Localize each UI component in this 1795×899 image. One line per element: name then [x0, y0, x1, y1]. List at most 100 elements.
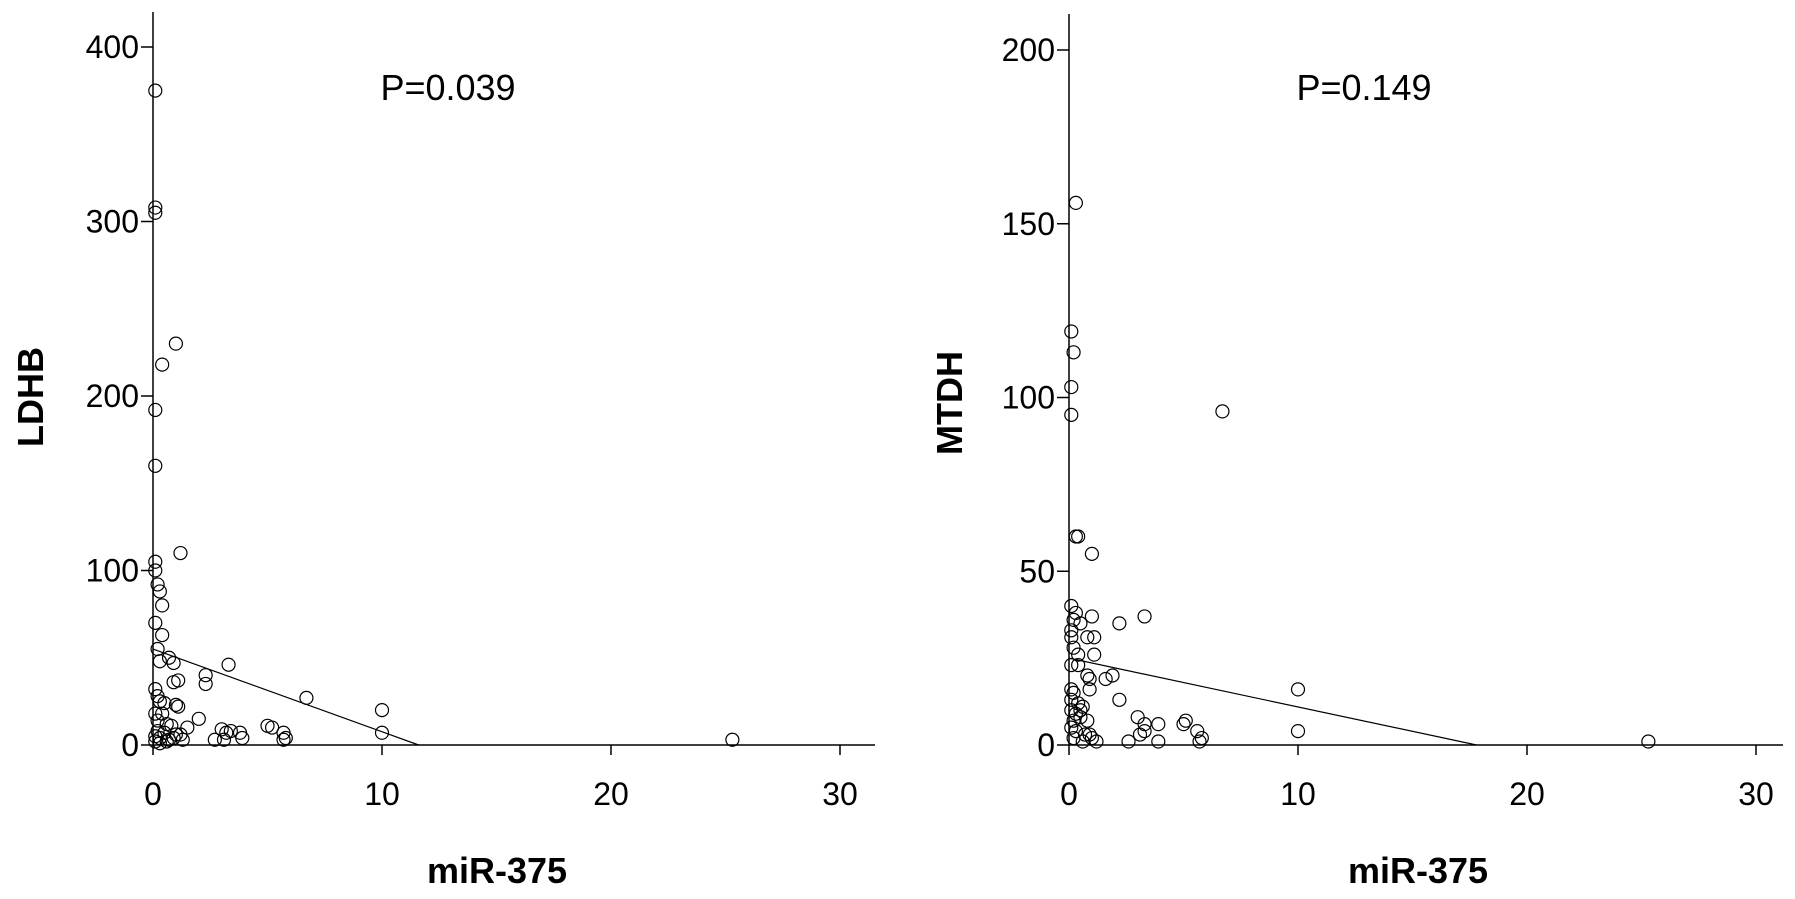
data-point [1066, 640, 1081, 655]
data-point [173, 545, 188, 561]
data-point [1112, 692, 1127, 707]
y-tick-label: 0 [121, 727, 139, 763]
y-tick-label: 100 [1002, 380, 1055, 416]
x-tick-label: 20 [593, 776, 629, 812]
data-point [216, 732, 232, 747]
data-point [207, 732, 222, 747]
y-axis-title: MTDH [929, 351, 970, 455]
y-tick-label: 300 [86, 204, 139, 240]
data-point [148, 458, 163, 473]
data-point [1080, 713, 1095, 728]
data-point [1098, 671, 1113, 687]
data-point [148, 554, 163, 569]
data-point [155, 357, 170, 372]
data-point [1087, 647, 1102, 662]
data-point [276, 732, 291, 747]
data-point [168, 697, 183, 712]
y-tick-label: 50 [1019, 553, 1055, 589]
data-point [725, 732, 740, 747]
data-point [1068, 723, 1083, 739]
data-point [152, 654, 167, 669]
data-point [1064, 379, 1079, 395]
data-point [148, 83, 163, 98]
data-point [1151, 734, 1166, 749]
data-point [198, 668, 213, 683]
data-point [1290, 723, 1306, 739]
data-point [152, 584, 167, 599]
data-point [1071, 647, 1086, 662]
data-point [157, 696, 172, 711]
data-point [191, 711, 206, 726]
data-point [214, 722, 229, 737]
data-point [374, 725, 390, 740]
data-point [175, 732, 190, 747]
data-point [1132, 727, 1148, 742]
data-point [1066, 612, 1081, 628]
data-point [1087, 630, 1102, 645]
data-point [180, 720, 195, 735]
data-point [1178, 713, 1193, 728]
tick-group: 0 10 20 30 0 50 100 150 200 [1002, 32, 1774, 812]
regression-line [152, 648, 419, 746]
x-axis-title: miR-375 [427, 850, 567, 891]
x-tick-label: 0 [144, 776, 162, 812]
y-tick-label: 200 [86, 378, 139, 414]
data-point [1064, 407, 1079, 422]
data-point [155, 598, 170, 613]
data-point [1084, 546, 1100, 561]
data-point [168, 336, 183, 351]
data-point [1130, 710, 1145, 725]
point-group [1064, 195, 1656, 749]
data-point [1073, 710, 1088, 725]
data-point [1176, 717, 1191, 732]
data-point [1084, 730, 1100, 746]
point-group [148, 83, 740, 751]
data-point [148, 706, 163, 721]
data-point [1064, 682, 1079, 697]
data-point [159, 734, 174, 749]
data-point [1075, 699, 1090, 714]
data-point [198, 676, 213, 692]
data-point [1082, 682, 1097, 697]
data-point [150, 713, 165, 728]
data-point [1105, 668, 1120, 683]
data-point [171, 699, 186, 714]
data-point [264, 720, 280, 735]
data-point [221, 657, 236, 672]
data-point [374, 702, 390, 718]
y-tick-label: 200 [1002, 32, 1055, 68]
data-point [278, 730, 293, 746]
data-point [1194, 730, 1209, 746]
y-tick-label: 100 [86, 553, 139, 589]
data-point [1112, 616, 1127, 631]
data-point [1089, 734, 1104, 749]
data-point [1190, 723, 1205, 739]
data-point [148, 200, 163, 215]
data-point [155, 627, 170, 643]
data-point [148, 682, 163, 697]
data-point [1215, 404, 1230, 419]
x-tick-label: 20 [1509, 776, 1545, 812]
x-tick-label: 30 [822, 776, 858, 812]
data-point [1064, 598, 1079, 614]
data-point [1075, 734, 1090, 749]
data-point [1192, 734, 1207, 749]
data-point [148, 563, 163, 578]
y-tick-label: 0 [1037, 727, 1055, 763]
data-point [1082, 671, 1097, 687]
data-point [1064, 720, 1079, 735]
y-tick-label: 400 [86, 29, 139, 65]
data-point [1068, 195, 1083, 210]
data-point [1073, 616, 1088, 631]
data-point [148, 402, 163, 418]
data-point [1080, 668, 1095, 683]
data-point [166, 675, 181, 690]
data-point [1066, 713, 1081, 728]
data-point [1066, 730, 1081, 746]
data-point [1080, 630, 1095, 645]
data-point [1641, 734, 1656, 749]
data-point [1073, 703, 1088, 718]
